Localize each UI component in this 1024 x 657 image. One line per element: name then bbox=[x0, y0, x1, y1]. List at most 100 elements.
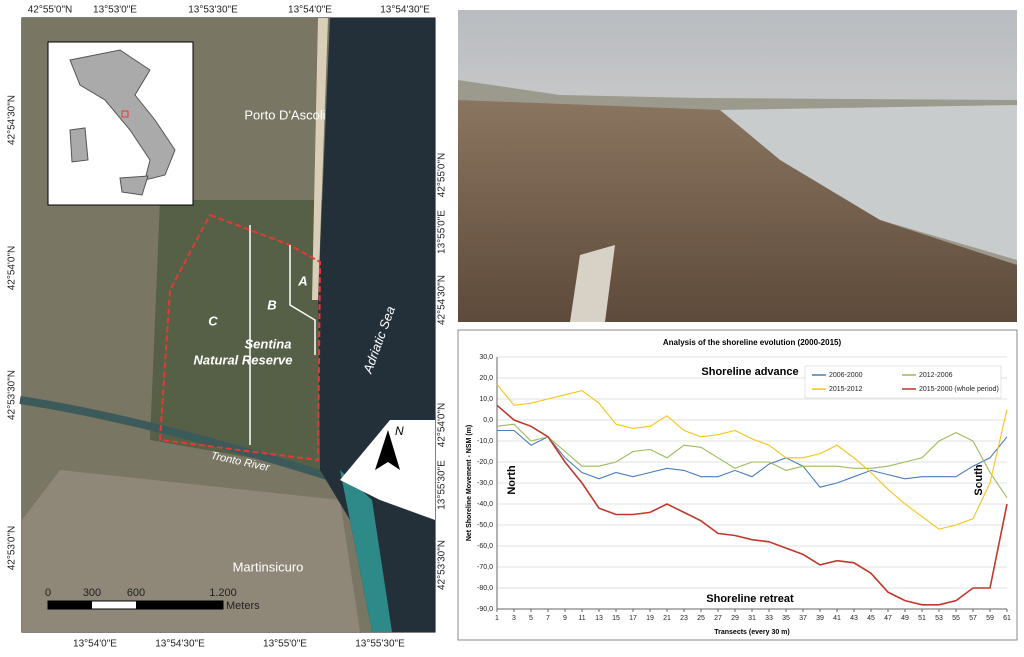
legend-label: 2006-2000 bbox=[829, 372, 863, 379]
coord-label: 13°55'30"E bbox=[355, 639, 405, 650]
x-tick-label: 45 bbox=[867, 615, 875, 622]
coord-label: 13°53'0"E bbox=[93, 5, 137, 16]
coord-label: 13°55'30"E bbox=[437, 460, 448, 510]
coord-label: 42°55'0"N bbox=[437, 153, 448, 198]
x-tick-label: 3 bbox=[512, 615, 516, 622]
x-tick-label: 61 bbox=[1003, 615, 1011, 622]
x-tick-label: 39 bbox=[816, 615, 824, 622]
series-line bbox=[497, 429, 1008, 488]
legend-label: 2015-2000 (whole period) bbox=[919, 386, 999, 393]
coord-label: 42°54'30"N bbox=[437, 275, 448, 325]
x-tick-label: 55 bbox=[952, 615, 960, 622]
x-tick-label: 7 bbox=[546, 615, 550, 622]
north-arrow bbox=[375, 430, 400, 470]
x-tick-label: 35 bbox=[782, 615, 790, 622]
scale-bar-segment bbox=[136, 601, 223, 609]
x-tick-label: 23 bbox=[680, 615, 688, 622]
x-tick-label: 25 bbox=[697, 615, 705, 622]
x-tick-label: 41 bbox=[833, 615, 841, 622]
coord-label: 42°53'30"N bbox=[7, 370, 18, 420]
coord-label: 13°55'0"E bbox=[263, 639, 307, 650]
annotation: North bbox=[506, 465, 518, 495]
chart: Analysis of the shoreline evolution (200… bbox=[457, 329, 1018, 641]
x-tick-label: 9 bbox=[563, 615, 567, 622]
annotation: Shoreline advance bbox=[701, 366, 798, 378]
y-axis-label: Net Shoreline Movement - NSM (m) bbox=[466, 425, 473, 541]
river-mouth bbox=[340, 470, 392, 632]
y-tick-label: -90,0 bbox=[477, 606, 493, 613]
x-tick-label: 19 bbox=[646, 615, 654, 622]
x-tick-label: 51 bbox=[918, 615, 926, 622]
coord-label: 42°54'30"N bbox=[7, 95, 18, 145]
islands bbox=[69, 127, 149, 196]
x-tick-label: 15 bbox=[612, 615, 620, 622]
annotation: South bbox=[973, 464, 985, 495]
scale-bar-segment bbox=[48, 601, 92, 609]
reserve-label: Natural Reserve bbox=[194, 352, 293, 367]
scale-label: 0 bbox=[45, 587, 51, 599]
y-tick-label: -60,0 bbox=[477, 543, 493, 550]
coord-label: 13°53'30"E bbox=[188, 5, 238, 16]
x-tick-label: 47 bbox=[884, 615, 892, 622]
beach bbox=[312, 18, 328, 300]
legend-label: 2015-2012 bbox=[829, 386, 863, 393]
zone-label: C bbox=[208, 313, 218, 328]
y-tick-label: -40,0 bbox=[477, 501, 493, 508]
north-label: N bbox=[395, 424, 404, 438]
inset-locator bbox=[121, 110, 129, 118]
series-line bbox=[496, 423, 1008, 499]
no-data-area bbox=[340, 420, 435, 520]
legend bbox=[804, 365, 1002, 399]
x-tick-label: 21 bbox=[663, 615, 671, 622]
chart-title: Analysis of the shoreline evolution (200… bbox=[663, 338, 842, 347]
reserve-area bbox=[150, 200, 330, 470]
zone-label: B bbox=[267, 297, 276, 312]
x-tick-label: 57 bbox=[969, 615, 977, 622]
series-line bbox=[496, 404, 1008, 606]
river bbox=[19, 396, 342, 484]
y-tick-label: 0,0 bbox=[483, 417, 493, 424]
series-line bbox=[496, 383, 1008, 530]
coord-label: 13°54'0"E bbox=[288, 5, 332, 16]
y-tick-label: -10,0 bbox=[477, 438, 493, 445]
zone-boundary bbox=[249, 225, 316, 445]
coord-label: 42°54'0"N bbox=[7, 246, 18, 291]
place-label: Martinsicuro bbox=[233, 559, 304, 574]
x-tick-label: 43 bbox=[850, 615, 858, 622]
place-label: Porto D'Ascoli bbox=[244, 107, 325, 122]
scale-unit: Meters bbox=[226, 600, 260, 612]
y-tick-label: -50,0 bbox=[477, 522, 493, 529]
coord-label: 42°54'0"N bbox=[437, 403, 448, 448]
x-tick-label: 31 bbox=[748, 615, 756, 622]
coord-label: 13°55'0"E bbox=[437, 210, 448, 254]
map: 42°55'0"N 13°53'0"E 13°53'30"E 13°54'0"E… bbox=[7, 5, 448, 650]
x-tick-label: 1 bbox=[495, 615, 499, 622]
coord-label: 13°54'30"E bbox=[155, 639, 205, 650]
x-axis-label: Transects (every 30 m) bbox=[714, 629, 790, 636]
scale-label: 600 bbox=[127, 587, 145, 599]
photo bbox=[458, 10, 1017, 322]
coord-label: 13°54'30"E bbox=[380, 5, 430, 16]
y-tick-label: -80,0 bbox=[477, 585, 493, 592]
x-tick-label: 11 bbox=[578, 615, 585, 622]
y-tick-label: -30,0 bbox=[477, 480, 493, 487]
x-tick-label: 59 bbox=[986, 615, 994, 622]
y-tick-label: -20,0 bbox=[477, 459, 493, 466]
y-tick-label: -70,0 bbox=[477, 564, 493, 571]
x-tick-label: 33 bbox=[765, 615, 773, 622]
scale-label: 1.200 bbox=[209, 587, 237, 599]
y-tick-label: 20,0 bbox=[479, 375, 493, 382]
x-tick-label: 17 bbox=[629, 615, 637, 622]
y-tick-label: 30,0 bbox=[479, 354, 493, 361]
x-tick-label: 37 bbox=[799, 615, 807, 622]
x-tick-label: 29 bbox=[731, 615, 739, 622]
coord-label: 13°54'0"E bbox=[73, 639, 117, 650]
sea-photo bbox=[720, 105, 1017, 260]
coord-label: 42°53'30"N bbox=[437, 540, 448, 590]
x-tick-label: 13 bbox=[595, 615, 603, 622]
town-area bbox=[22, 470, 360, 632]
y-tick-label: 10,0 bbox=[479, 396, 493, 403]
driftwood bbox=[570, 245, 615, 322]
zone-label: A bbox=[297, 273, 307, 288]
